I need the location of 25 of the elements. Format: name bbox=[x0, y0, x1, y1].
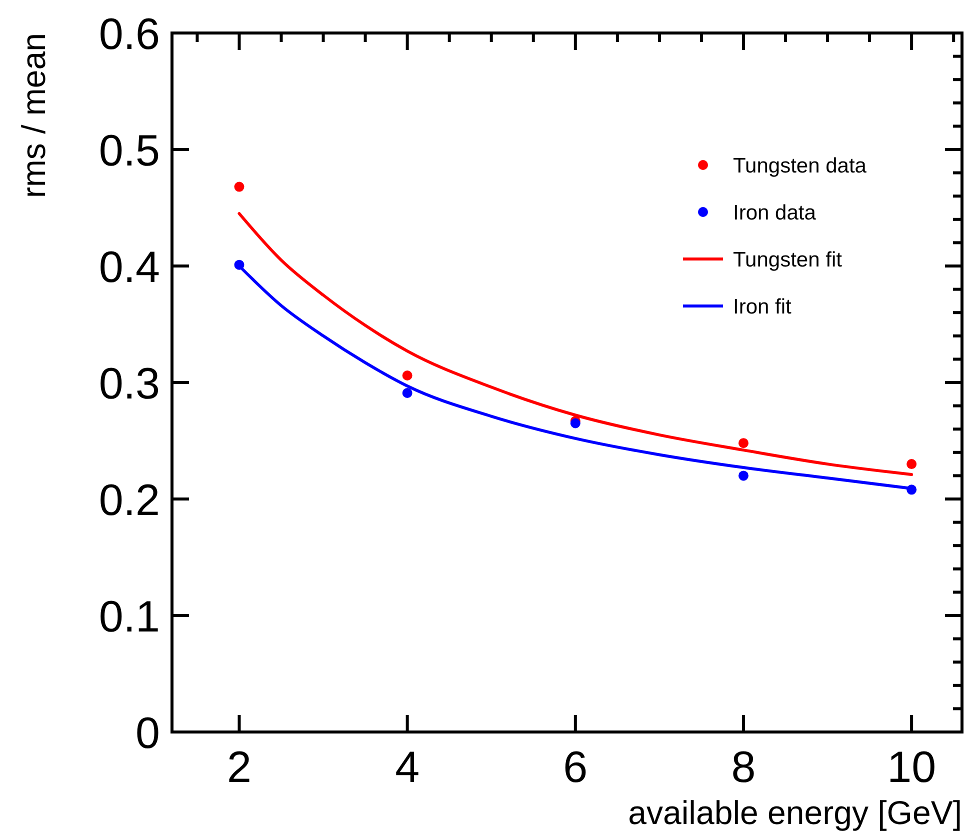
point bbox=[570, 418, 580, 428]
y-axis-title: rms / mean bbox=[15, 33, 52, 198]
legend-label: Tungsten data bbox=[733, 154, 867, 178]
y-tick-label: 0.2 bbox=[98, 476, 160, 525]
x-tick-label: 4 bbox=[395, 743, 420, 792]
x-tick-label: 8 bbox=[731, 743, 756, 792]
point bbox=[738, 438, 748, 448]
y-tick-label: 0.4 bbox=[98, 243, 160, 292]
point bbox=[402, 388, 412, 398]
point bbox=[738, 470, 748, 481]
x-axis-title: available energy [GeV] bbox=[628, 794, 962, 831]
y-tick-label: 0.6 bbox=[98, 10, 160, 59]
y-tick-label: 0 bbox=[136, 709, 160, 758]
y-tick-label: 0.1 bbox=[98, 592, 160, 642]
y-tick-label: 0.3 bbox=[98, 360, 160, 408]
x-tick-label: 2 bbox=[226, 743, 252, 792]
legend-label: Tungsten fit bbox=[733, 248, 842, 272]
legend-label: Iron fit bbox=[733, 295, 792, 318]
x-tick-label: 6 bbox=[563, 743, 588, 792]
x-tick-label: 10 bbox=[887, 743, 936, 792]
point bbox=[906, 459, 917, 470]
point bbox=[402, 370, 412, 381]
legend-label: Iron data bbox=[733, 201, 816, 224]
y-tick-label: 0.5 bbox=[98, 126, 160, 176]
point bbox=[234, 182, 244, 192]
